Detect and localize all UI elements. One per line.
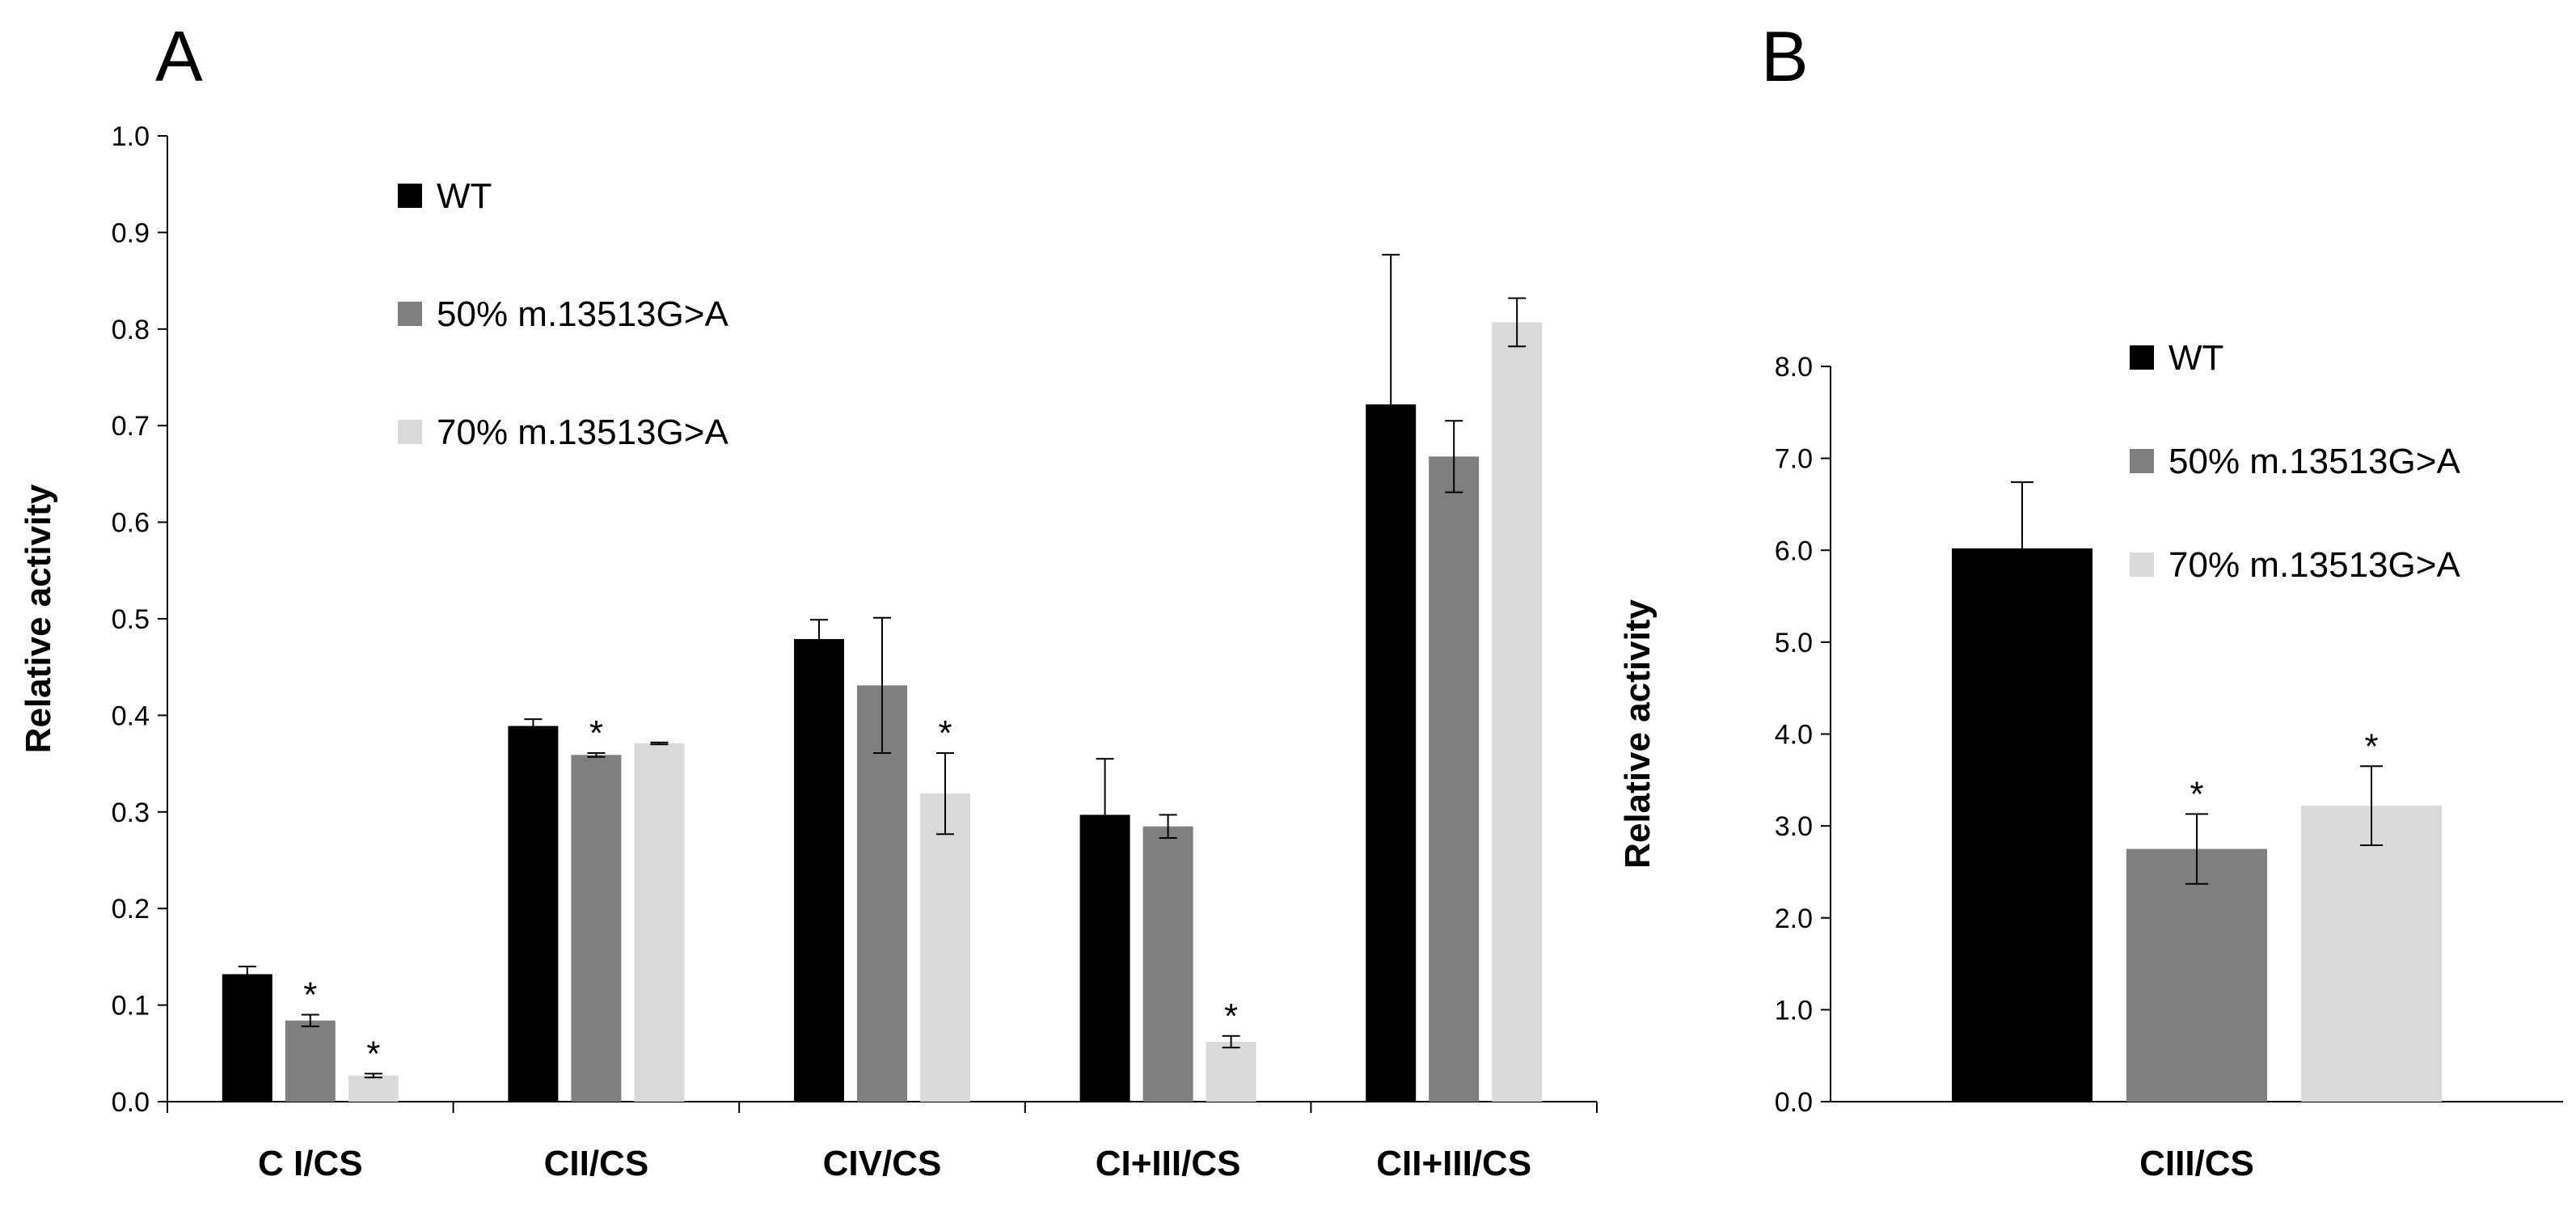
y-tick-label: 7.0 <box>1775 444 1813 475</box>
category-label: CII/CS <box>544 1144 649 1183</box>
bar <box>920 793 970 1102</box>
panel-letter-b: B <box>1761 16 1809 96</box>
y-tick-label: 0.1 <box>112 991 150 1022</box>
y-tick-label: 0.3 <box>112 798 150 828</box>
chart-b: 0.0 1.0 2.0 3.0 4.0 5.0 6.0 7.0 8.0 Relative acti… <box>1618 338 2563 1183</box>
y-tick-label: 0.0 <box>1775 1087 1813 1118</box>
chart-a: 0.0 0.1 0.2 0.3 0.4 0.5 0.6 0.7 0.8 0.9 1.0 Relativ… <box>19 121 1598 1183</box>
y-tick-label: 1.0 <box>1775 995 1813 1026</box>
bar <box>1142 826 1193 1102</box>
significance-marker: * <box>1224 997 1238 1036</box>
y-tick-label: 0.9 <box>112 218 150 248</box>
y-tick-label: 0.7 <box>112 411 150 442</box>
y-tick-label: 5.0 <box>1775 628 1813 658</box>
significance-marker: * <box>366 1034 380 1073</box>
y-tick-label: 0.5 <box>112 604 150 635</box>
y-tick-label: 6.0 <box>1775 535 1813 566</box>
category-label: CII+III/CS <box>1376 1144 1531 1183</box>
significance-marker: * <box>2190 774 2203 814</box>
category-label: C I/CS <box>258 1144 363 1183</box>
category-label: CIII/CS <box>2139 1144 2254 1183</box>
legend-swatch <box>398 302 422 326</box>
significance-marker: * <box>938 713 952 753</box>
bar <box>508 726 559 1102</box>
bar <box>1429 456 1480 1102</box>
y-tick-label: 8.0 <box>1775 352 1813 383</box>
significance-marker: * <box>2364 726 2378 766</box>
y-tick-label: 0.2 <box>112 894 150 925</box>
legend-swatch <box>2130 552 2154 577</box>
y-axis-title: Relative activity <box>19 484 58 753</box>
category-label: CIV/CS <box>823 1144 942 1183</box>
category-label: CI+III/CS <box>1096 1144 1241 1183</box>
y-tick-label: 0.6 <box>112 508 150 539</box>
significance-marker: * <box>589 713 603 753</box>
bar <box>2301 806 2442 1102</box>
bar <box>857 685 907 1102</box>
bar <box>1206 1041 1256 1102</box>
y-tick-label: 2.0 <box>1775 903 1813 934</box>
legend-swatch <box>398 184 422 208</box>
legend-swatch <box>2130 345 2154 370</box>
legend-label: 50% m.13513G>A <box>437 294 728 334</box>
legend-label: 50% m.13513G>A <box>2168 442 2460 481</box>
significance-marker: * <box>303 975 317 1015</box>
y-tick-label: 4.0 <box>1775 720 1813 751</box>
legend-label: WT <box>437 176 492 216</box>
y-tick-label: 0.4 <box>112 700 150 731</box>
bar <box>794 639 844 1102</box>
bar <box>1952 548 2092 1102</box>
legend-label: WT <box>2168 338 2223 378</box>
bar <box>348 1075 399 1102</box>
bar <box>285 1020 336 1102</box>
y-tick-label: 0.0 <box>112 1087 150 1118</box>
bar <box>222 974 272 1102</box>
y-tick-label: 0.8 <box>112 315 150 345</box>
legend-swatch <box>2130 449 2154 473</box>
legend-label: 70% m.13513G>A <box>2168 545 2460 585</box>
bar <box>2126 848 2267 1102</box>
y-tick-label: 1.0 <box>112 121 150 152</box>
y-axis-title: Relative activity <box>1618 599 1658 869</box>
bar <box>634 743 685 1102</box>
legend-swatch <box>398 420 422 444</box>
panel-letter-a: A <box>155 16 203 96</box>
bar <box>1492 322 1543 1102</box>
bar <box>571 755 622 1102</box>
legend-label: 70% m.13513G>A <box>437 413 728 452</box>
y-tick-label: 3.0 <box>1775 811 1813 842</box>
